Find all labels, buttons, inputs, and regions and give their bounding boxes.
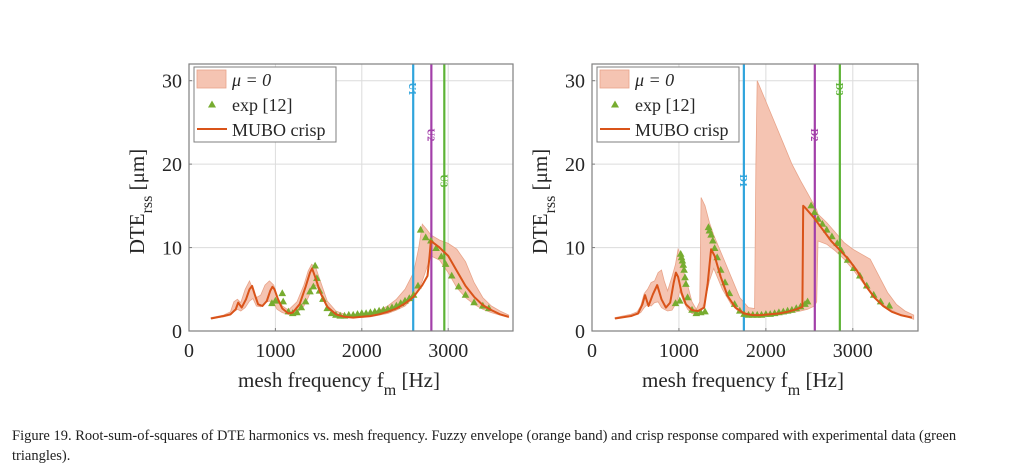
legend-label-crisp: MUBO crisp (232, 120, 326, 140)
legend-label-exp: exp [12] (232, 95, 292, 115)
legend-swatch-exp (208, 100, 216, 108)
exp-marker (278, 289, 287, 297)
plot-left: U1 U2 U3 0 1000 2000 3000 0 10 20 30 mesh frequency… (125, 63, 514, 399)
exp-marker (297, 303, 306, 311)
x-tick-label: 2000 (342, 340, 382, 362)
exp-marker (271, 296, 280, 304)
exp-markers (268, 225, 493, 319)
y-tick-label: 0 (172, 321, 182, 343)
exp-marker (437, 252, 446, 260)
exp-marker (301, 297, 310, 305)
exp-marker (470, 298, 478, 306)
y-axis-label: DTErss [μm] (125, 149, 156, 254)
exp-marker (461, 290, 470, 298)
y-tick-label: 20 (162, 154, 182, 176)
y-tick-label: 10 (162, 238, 182, 260)
x-tick-label: 3000 (428, 340, 468, 362)
exp-marker (421, 233, 430, 241)
crisp-line (210, 239, 509, 320)
x-tick-label: 1000 (255, 340, 295, 362)
legend: μ = 0 exp [12] MUBO crisp (193, 66, 337, 143)
exp-marker (311, 261, 319, 269)
exp-marker (306, 287, 314, 295)
exp-marker (432, 244, 440, 251)
x-axis-label: mesh frequency fm [Hz] (238, 368, 440, 399)
plot-content: U1 U2 U3 (210, 64, 510, 331)
exp-marker (447, 271, 456, 279)
exp-marker (309, 282, 318, 290)
vline-label-u1: U1 (406, 83, 417, 96)
axes-frame (188, 63, 514, 332)
exp-marker (409, 290, 418, 298)
legend-swatch-band (196, 69, 227, 89)
exp-marker (268, 299, 276, 307)
chart-left: U1 U2 U3 0 1000 2000 3000 0 10 20 30 mesh frequency… (125, 63, 514, 399)
exp-marker (279, 297, 287, 305)
vline-label-u3: U3 (437, 174, 448, 187)
exp-marker (416, 225, 425, 233)
figure-caption: Figure 19. Root-sum-of-squares of DTE ha… (12, 428, 957, 464)
x-tick-label: 0 (184, 340, 194, 362)
exp-marker (441, 260, 450, 267)
exp-marker (293, 308, 301, 316)
legend-label-band: μ = 0 (231, 70, 271, 90)
vline-label-u2: U2 (424, 129, 435, 142)
y-tick-label: 30 (162, 71, 182, 93)
exp-marker (454, 282, 463, 290)
exp-marker (327, 309, 336, 317)
